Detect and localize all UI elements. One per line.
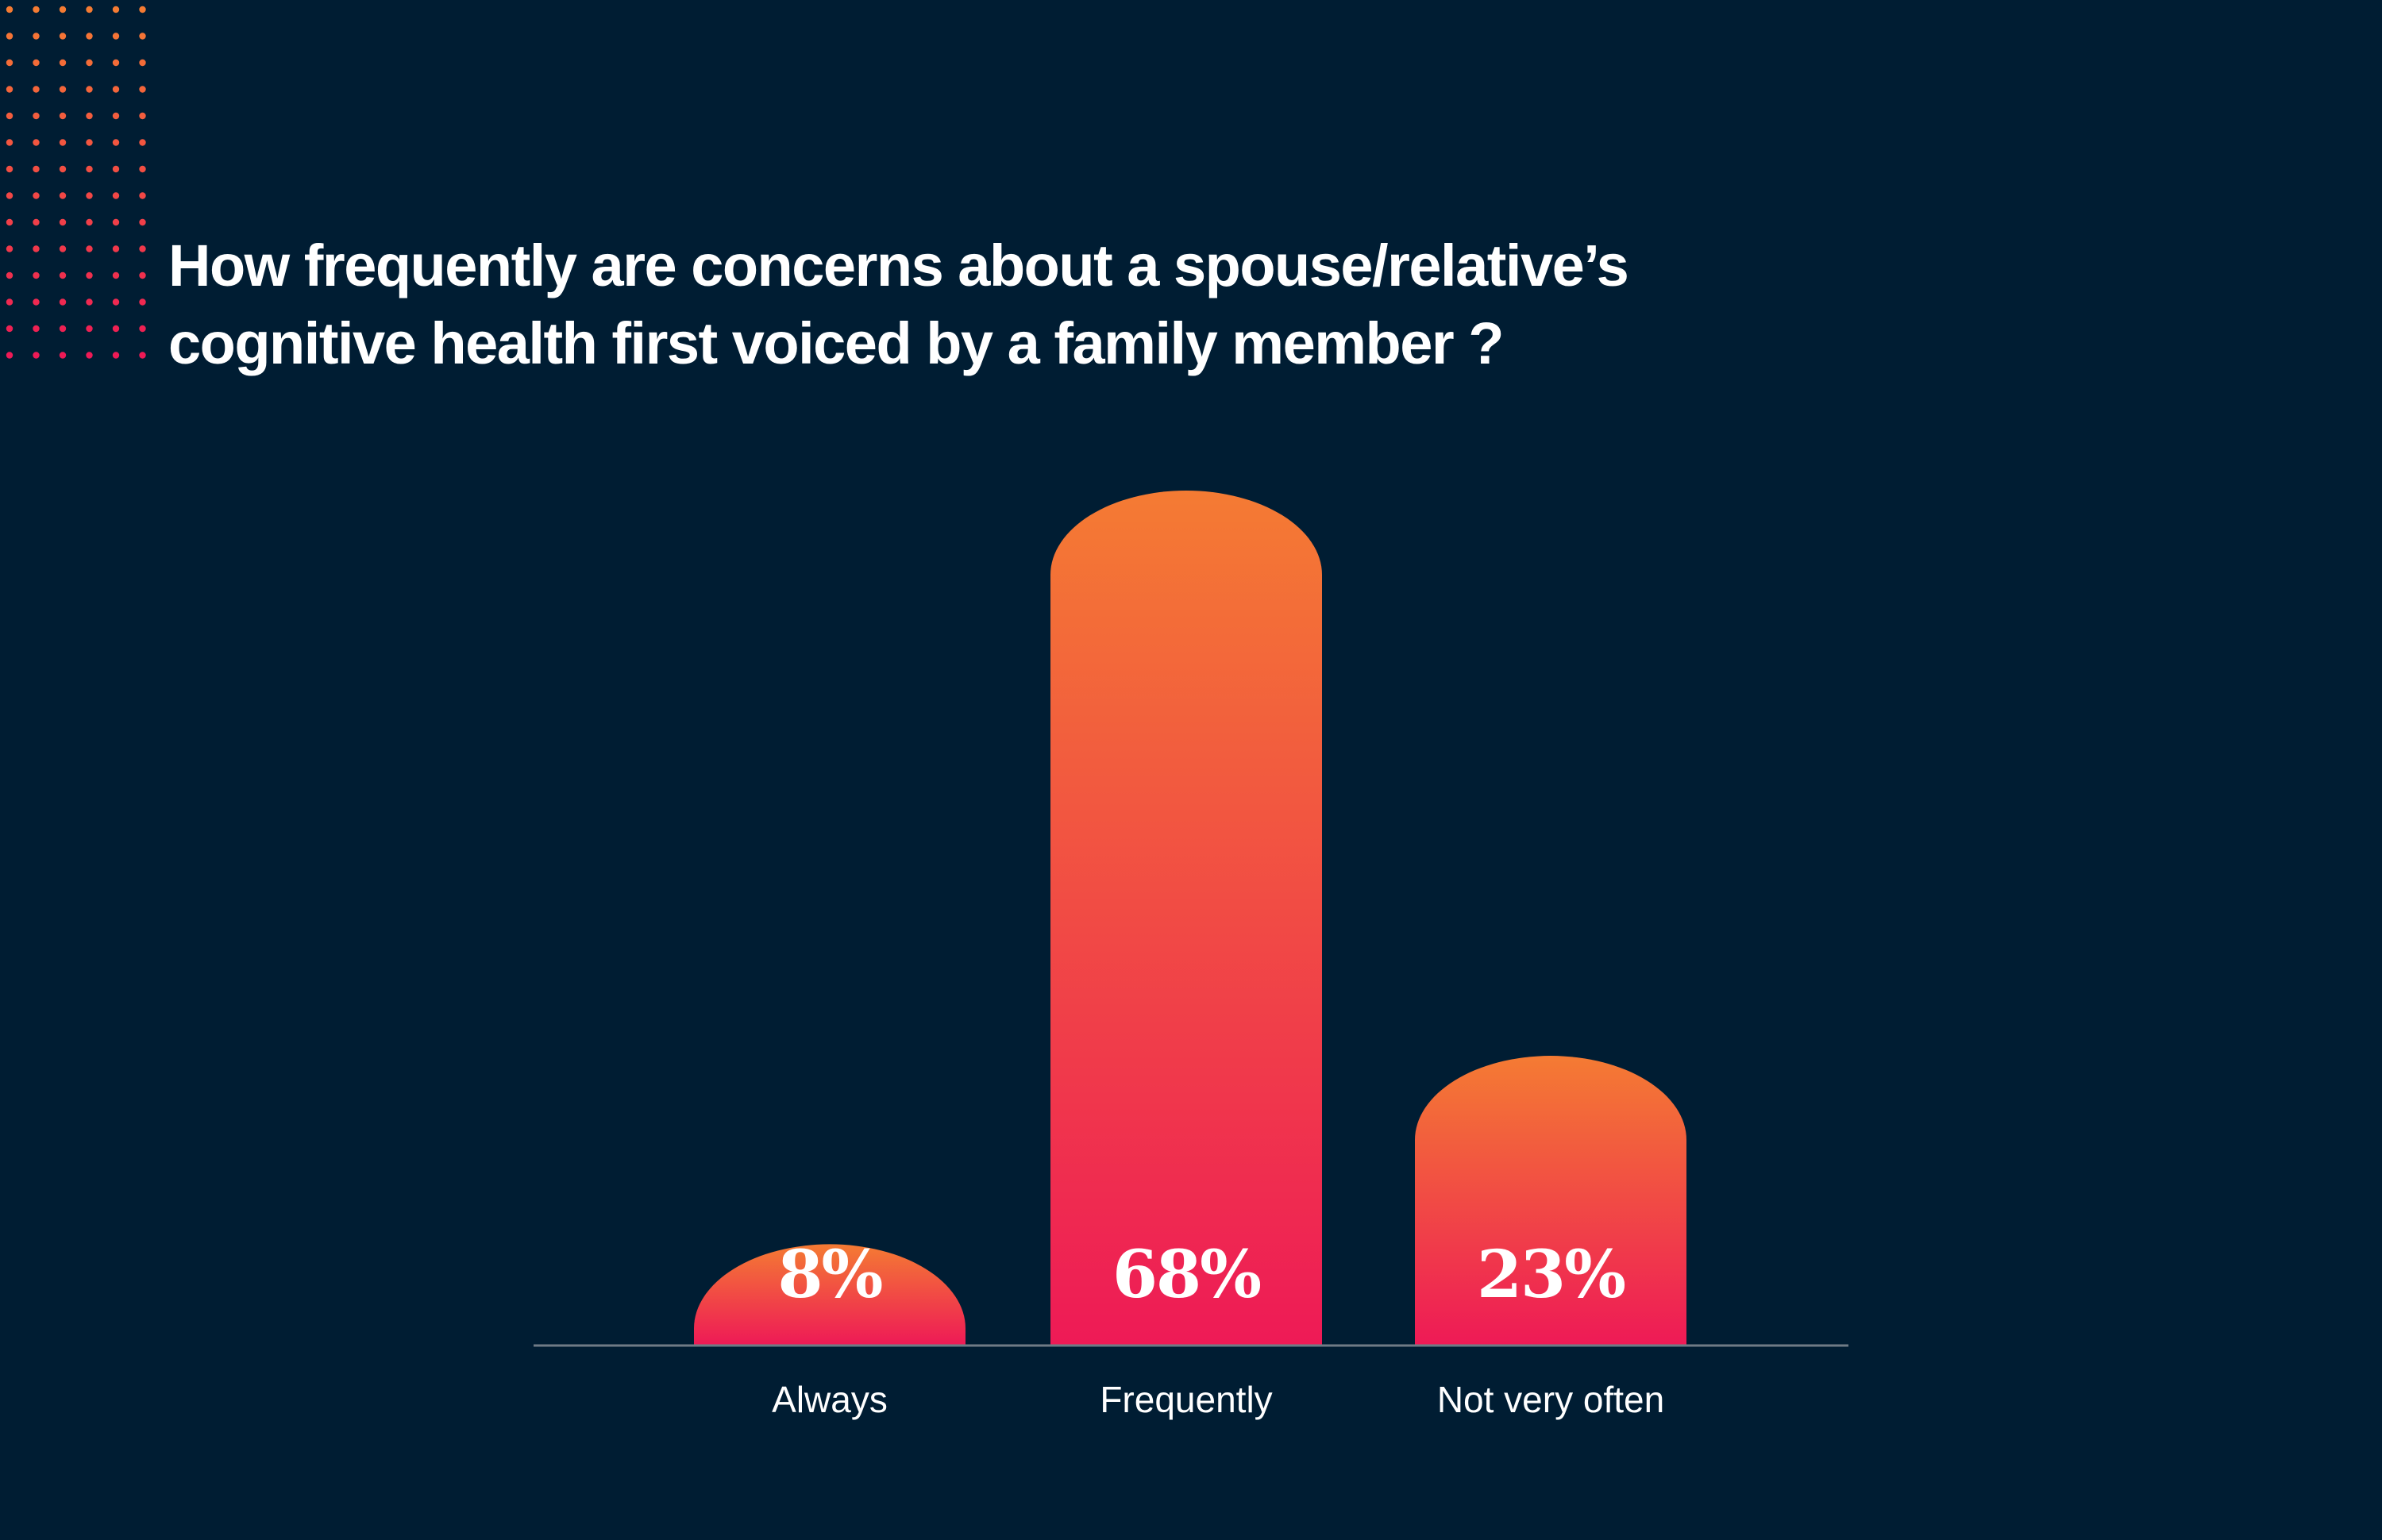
decorative-dot [112, 271, 120, 279]
decorative-dot [59, 86, 67, 93]
decorative-dot [112, 33, 120, 40]
data-label: 8% [778, 1237, 882, 1313]
decorative-dot [112, 86, 120, 93]
decorative-dot [33, 6, 40, 13]
decorative-dot [6, 112, 13, 120]
decorative-dot [112, 59, 120, 67]
decorative-dot [139, 139, 146, 146]
data-label: 68% [1112, 1237, 1260, 1313]
decorative-dot [112, 352, 120, 359]
decorative-dot [112, 6, 120, 13]
decorative-dot [33, 352, 40, 359]
decorative-dot [86, 165, 93, 173]
decorative-dot [33, 86, 40, 93]
decorative-dot [86, 59, 93, 67]
decorative-dot [86, 86, 93, 93]
decorative-dot [112, 245, 120, 252]
decorative-dot [86, 325, 93, 333]
category-label: Frequently [1100, 1379, 1272, 1420]
decorative-dot [86, 192, 93, 199]
decorative-dot [6, 352, 13, 359]
decorative-dot [86, 245, 93, 252]
decorative-dot [6, 325, 13, 333]
decorative-dot [59, 59, 67, 67]
decorative-dot [86, 352, 93, 359]
decorative-dot [59, 165, 67, 173]
bar-not-very-often [1415, 1056, 1686, 1345]
decorative-dot [139, 86, 146, 93]
decorative-dot [33, 165, 40, 173]
decorative-dot [139, 59, 146, 67]
decorative-dot [59, 33, 67, 40]
decorative-dot [6, 298, 13, 306]
decorative-dot [6, 86, 13, 93]
decorative-dot [139, 33, 146, 40]
decorative-dot [33, 192, 40, 199]
decorative-dot [139, 6, 146, 13]
decorative-dot [33, 298, 40, 306]
decorative-dot [6, 218, 13, 226]
decorative-dot [86, 6, 93, 13]
decorative-dot [6, 271, 13, 279]
decorative-dot [6, 245, 13, 252]
chart-title-line-1: How frequently are concerns about a spou… [168, 233, 1629, 298]
decorative-dot [6, 6, 13, 13]
decorative-dot [6, 33, 13, 40]
decorative-dot [112, 218, 120, 226]
data-label: 23% [1477, 1237, 1625, 1313]
decorative-dot [139, 325, 146, 333]
decorative-dot [6, 165, 13, 173]
decorative-dot [33, 325, 40, 333]
decorative-dot [86, 271, 93, 279]
decorative-dot [139, 218, 146, 226]
decorative-dot [6, 59, 13, 67]
decorative-dot [33, 218, 40, 226]
decorative-dot [112, 165, 120, 173]
decorative-dot [59, 298, 67, 306]
chart-title: How frequently are concerns about a spou… [168, 227, 1995, 383]
decorative-dot [59, 139, 67, 146]
category-label: Not very often [1437, 1379, 1664, 1420]
decorative-dot [86, 33, 93, 40]
decorative-dot [86, 112, 93, 120]
decorative-dot [33, 33, 40, 40]
decorative-dot [112, 192, 120, 199]
category-label: Always [772, 1379, 888, 1420]
decorative-dot [59, 112, 67, 120]
decorative-dot-pattern [6, 6, 146, 359]
decorative-dot [33, 59, 40, 67]
decorative-dot [33, 271, 40, 279]
decorative-dot [59, 245, 67, 252]
decorative-dot [139, 245, 146, 252]
decorative-dot [6, 139, 13, 146]
decorative-dot [112, 325, 120, 333]
decorative-dot [139, 192, 146, 199]
decorative-dot [59, 218, 67, 226]
bar-always [694, 1244, 966, 1345]
decorative-dot [112, 298, 120, 306]
decorative-dot [33, 245, 40, 252]
decorative-dot [33, 139, 40, 146]
decorative-dot [59, 192, 67, 199]
decorative-dot [59, 325, 67, 333]
decorative-dot [112, 139, 120, 146]
decorative-dot [86, 298, 93, 306]
decorative-dot [139, 298, 146, 306]
decorative-dot [86, 218, 93, 226]
decorative-dot [139, 271, 146, 279]
decorative-dot [59, 352, 67, 359]
decorative-dot [59, 271, 67, 279]
decorative-dot [112, 112, 120, 120]
chart-title-line-2: cognitive health first voiced by a famil… [168, 310, 1504, 376]
decorative-dot [139, 112, 146, 120]
decorative-dot [6, 192, 13, 199]
decorative-dot [59, 6, 67, 13]
bar-frequently [1050, 491, 1322, 1345]
decorative-dot [139, 165, 146, 173]
decorative-dot [33, 112, 40, 120]
decorative-dot [86, 139, 93, 146]
decorative-dot [139, 352, 146, 359]
